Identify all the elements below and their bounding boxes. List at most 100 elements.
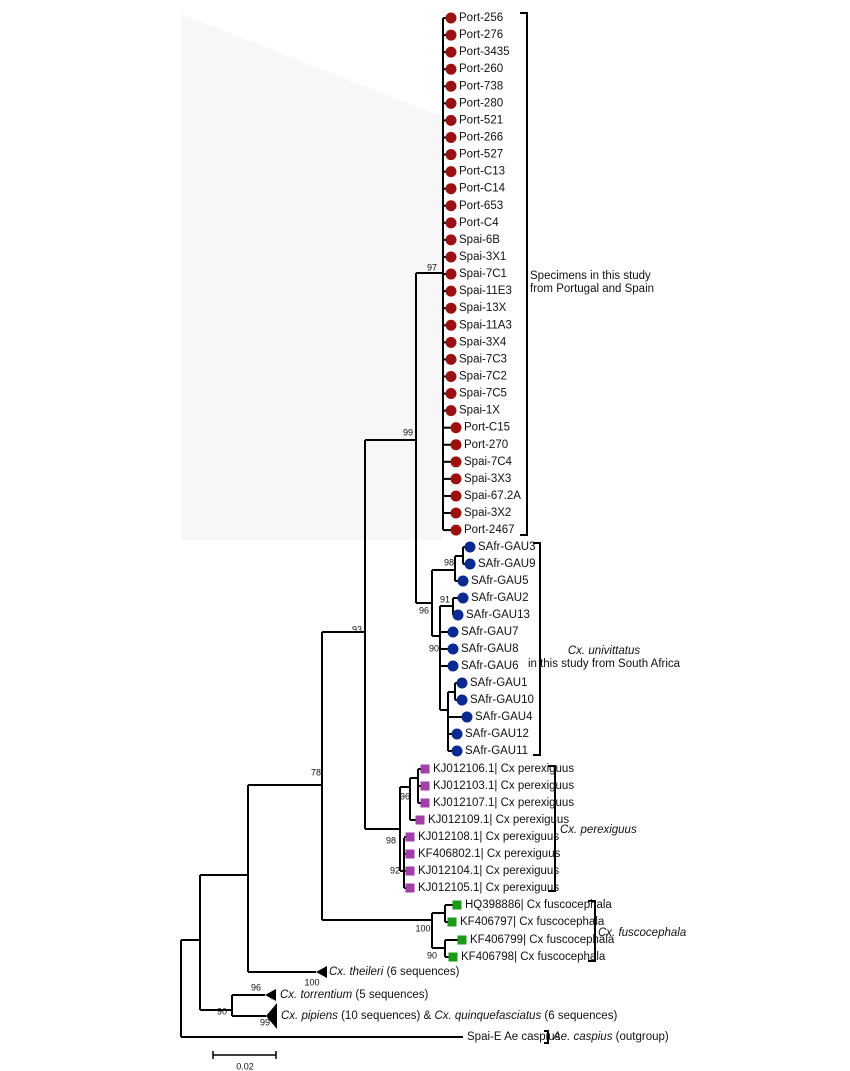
leaf-label: KF406798| Cx fuscocephala: [461, 951, 606, 963]
bootstrap-value: 99: [403, 427, 413, 437]
leaf-label: KJ012107.1| Cx perexiguus: [433, 797, 574, 809]
leaf-marker: [447, 626, 459, 638]
note: (10 sequences) &: [341, 1010, 431, 1022]
taxon: Cx. torrentium: [280, 989, 353, 1001]
bootstrap-value: 90: [429, 643, 439, 653]
scale-label: 0.02: [236, 1061, 254, 1071]
leaf-label: SAfr-GAU12: [465, 728, 529, 740]
clade-label: Specimens in this study: [530, 270, 651, 282]
leaf-label: Port-276: [459, 29, 503, 41]
leaf-label: Spai-11A3: [459, 319, 512, 331]
leaf-label: KJ012108.1| Cx perexiguus: [418, 831, 559, 843]
collapsed-clade: [265, 989, 276, 1001]
bootstrap-value: 96: [419, 605, 429, 615]
leaf-marker: [450, 490, 462, 502]
leaf-marker: [464, 558, 476, 570]
leaf-marker: [447, 643, 459, 655]
leaf-marker: [445, 80, 457, 92]
leaf-label: Spai-3X4: [459, 336, 507, 348]
note: (6 sequences): [544, 1010, 617, 1022]
leaf-marker: [420, 798, 430, 808]
leaf-label: KF406802.1| Cx perexiguus: [418, 848, 561, 860]
leaf-marker: [452, 900, 462, 910]
note: (outgroup): [616, 1031, 669, 1043]
leaf-label: Port-256: [459, 12, 503, 24]
leaf-label: KJ012109.1| Cx perexiguus: [428, 814, 569, 826]
taxon: Cx. theileri: [329, 966, 384, 978]
bootstrap-value: 100: [304, 977, 319, 987]
leaf-marker: [461, 711, 473, 723]
leaf-marker: [452, 609, 464, 621]
leaf-marker: [447, 660, 459, 672]
leaf-label: SAfr-GAU7: [461, 626, 519, 638]
leaf-label: Spai-7C2: [459, 371, 507, 383]
leaf-marker: [445, 319, 457, 331]
collapsed-clade: [266, 1003, 277, 1029]
leaf-marker: [445, 12, 457, 24]
leaf-label: Port-C13: [459, 166, 505, 178]
leaf-label: SAfr-GAU8: [461, 643, 519, 655]
leaf-label: Port-521: [459, 114, 503, 126]
leaf-marker: [445, 217, 457, 229]
leaf-label: KJ012106.1| Cx perexiguus: [433, 763, 574, 775]
leaf-label: SAfr-GAU6: [461, 660, 519, 672]
leaf-marker: [445, 234, 457, 246]
leaf-marker: [450, 439, 462, 451]
leaf-marker: [405, 849, 415, 859]
leaf-marker: [451, 728, 463, 740]
bootstrap-value: 90: [427, 950, 437, 960]
scale-bar: [212, 1051, 277, 1059]
leaf-marker: [420, 781, 430, 791]
leaf-label: Spai-7C3: [459, 353, 507, 365]
leaf-marker: [445, 131, 457, 143]
leaf-marker: [445, 200, 457, 212]
leaf-label: HQ398886| Cx fuscocephala: [465, 899, 612, 911]
leaf-label: SAfr-GAU10: [470, 694, 534, 706]
leaf-marker: [451, 745, 463, 757]
leaf-label: KJ012103.1| Cx perexiguus: [433, 780, 574, 792]
bootstrap-value: 93: [352, 624, 362, 634]
collapsed-label: Cx. theileri (6 sequences): [329, 966, 460, 978]
leaf-label: Port-260: [459, 63, 503, 75]
leaf-marker: [450, 507, 462, 519]
bootstrap-value: 100: [415, 923, 430, 933]
branches: [180, 18, 464, 1038]
taxon: Cx. quinquefasciatus: [434, 1010, 541, 1022]
leaf-marker: [445, 370, 457, 382]
leaf-marker: [445, 251, 457, 263]
leaf-label: Port-280: [459, 97, 503, 109]
leaf-marker: [450, 456, 462, 468]
leaf-marker: [445, 388, 457, 400]
leaf-label: Port-C15: [464, 422, 510, 434]
leaf-marker: [445, 29, 457, 41]
leaf-label: KJ012104.1| Cx perexiguus: [418, 865, 559, 877]
leaf-label: Spai-1X: [459, 405, 500, 417]
leaf-marker: [445, 268, 457, 280]
leaf-marker: [464, 541, 476, 553]
clade-brackets: Specimens in this study from Portugal an…: [520, 12, 686, 1044]
leaf-label: Spai-3X1: [459, 251, 506, 263]
leaf-label: Port-527: [459, 149, 503, 161]
bootstrap-value: 78: [311, 767, 321, 777]
leaf-label: Spai-3X2: [464, 507, 511, 519]
clade-label: in this study from South Africa: [528, 658, 681, 670]
leaf-label: Spai-7C1: [459, 268, 507, 280]
leaf-label: SAfr-GAU5: [471, 575, 529, 587]
leaf-marker: [445, 353, 457, 365]
leaf-label: SAfr-GAU9: [478, 558, 536, 570]
leaf-marker: [450, 473, 462, 485]
leaf-label: SAfr-GAU4: [475, 711, 533, 723]
bootstrap-value: 96: [251, 982, 261, 992]
leaf-label: Spai-67.2A: [464, 490, 521, 502]
bootstrap-value: 98: [386, 835, 396, 845]
leaf-label: Port-653: [459, 200, 503, 212]
leaf-label: KJ012105.1| Cx perexiguus: [418, 882, 559, 894]
leaf-label: Spai-11E3: [459, 285, 512, 297]
leaf-label: SAfr-GAU11: [465, 745, 528, 757]
bootstrap-value: 96: [400, 791, 410, 801]
leaf-marker: [405, 883, 415, 893]
leaf-label: Spai-7C5: [459, 388, 507, 400]
bootstrap-value: 98: [444, 557, 454, 567]
leaf-marker: [445, 46, 457, 58]
